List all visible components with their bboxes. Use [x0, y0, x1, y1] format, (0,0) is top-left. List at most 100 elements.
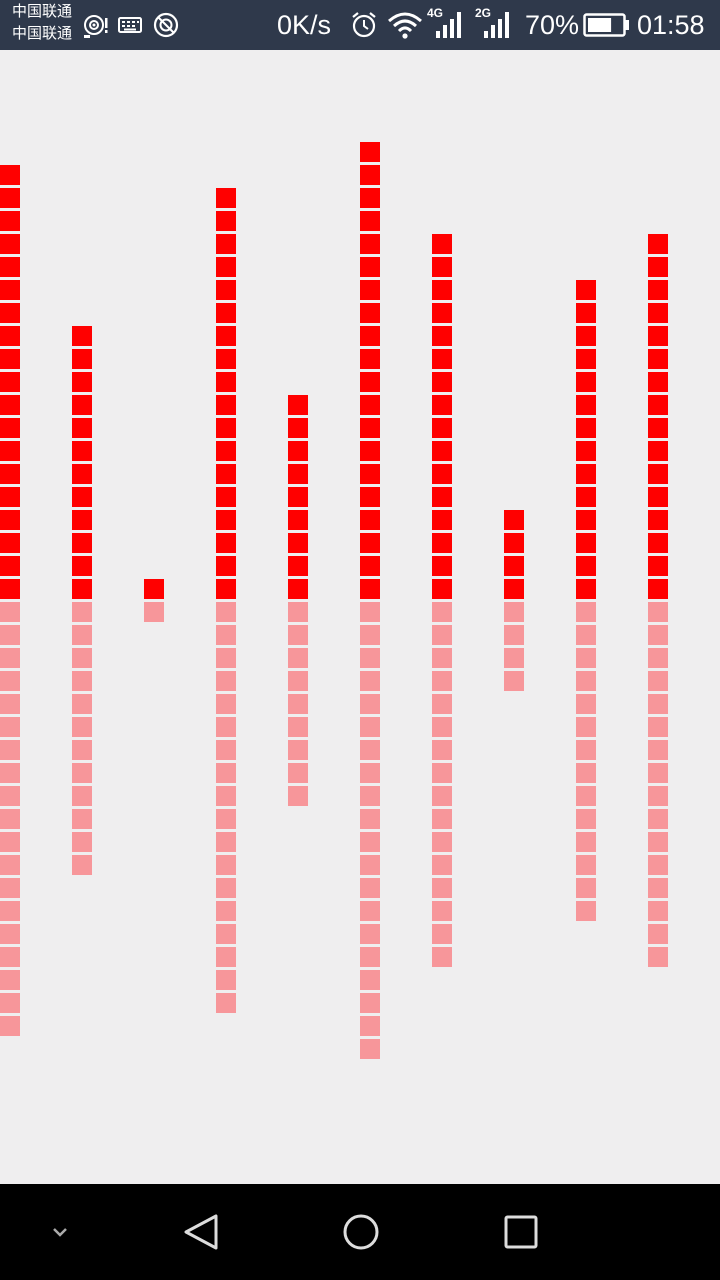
bar-block-upper	[504, 556, 524, 576]
bar-block-lower	[432, 878, 452, 898]
bar-block-lower	[72, 648, 92, 668]
bar-block-upper	[72, 464, 92, 484]
bar-block-lower	[576, 878, 596, 898]
bar-block-lower	[0, 993, 20, 1013]
bar-block-lower	[360, 786, 380, 806]
bar-block-lower	[360, 717, 380, 737]
bar-block-upper	[0, 234, 20, 254]
back-button[interactable]	[173, 1204, 229, 1260]
bar-block-lower	[0, 901, 20, 921]
bar-block-lower	[288, 648, 308, 668]
bar-block-upper	[216, 579, 236, 599]
bar-block-lower	[72, 809, 92, 829]
recents-button[interactable]	[493, 1204, 549, 1260]
bar-block-lower	[504, 625, 524, 645]
bar-block-lower	[0, 970, 20, 990]
bar-block-lower	[360, 1016, 380, 1036]
bar-block-upper	[648, 257, 668, 277]
bar-block-upper	[576, 533, 596, 553]
bar-block-upper	[0, 510, 20, 530]
bar-block-lower	[360, 832, 380, 852]
collapse-button[interactable]	[32, 1204, 88, 1260]
bar-block-lower	[0, 625, 20, 645]
bar-block-upper	[504, 533, 524, 553]
bar-block-upper	[72, 418, 92, 438]
bar-block-upper	[432, 487, 452, 507]
bar-block-upper	[0, 372, 20, 392]
bar-block-upper	[432, 556, 452, 576]
sync-icon	[152, 9, 180, 46]
bar-block-upper	[288, 533, 308, 553]
bar-block-lower	[648, 878, 668, 898]
bar-block-upper	[648, 349, 668, 369]
bar-block-lower	[360, 625, 380, 645]
spectrum-bar	[360, 142, 380, 1059]
bar-block-upper	[360, 556, 380, 576]
bar-block-lower	[360, 993, 380, 1013]
bar-block-lower	[288, 671, 308, 691]
network-type-1: 4G	[427, 6, 444, 20]
bar-block-lower	[72, 832, 92, 852]
bar-block-upper	[648, 418, 668, 438]
bar-block-upper	[72, 395, 92, 415]
bar-block-upper	[504, 510, 524, 530]
bar-block-upper	[360, 395, 380, 415]
bar-block-upper	[360, 510, 380, 530]
bar-block-upper	[288, 556, 308, 576]
bar-block-lower	[576, 694, 596, 714]
bar-block-lower	[576, 717, 596, 737]
bar-block-upper	[0, 395, 20, 415]
bar-block-lower	[360, 901, 380, 921]
bar-block-upper	[0, 280, 20, 300]
bar-block-upper	[432, 510, 452, 530]
bar-block-lower	[72, 786, 92, 806]
bar-block-upper	[648, 487, 668, 507]
bar-block-lower	[648, 717, 668, 737]
network-type-2: 2G	[475, 6, 492, 20]
bar-block-upper	[576, 372, 596, 392]
bar-block-upper	[432, 395, 452, 415]
bar-block-upper	[360, 234, 380, 254]
bar-block-lower	[216, 832, 236, 852]
bar-block-lower	[360, 947, 380, 967]
bar-block-lower	[432, 786, 452, 806]
bar-block-upper	[0, 579, 20, 599]
bar-block-upper	[576, 441, 596, 461]
bar-block-upper	[216, 211, 236, 231]
bar-block-lower	[432, 740, 452, 760]
bar-block-lower	[360, 740, 380, 760]
bar-block-upper	[216, 533, 236, 553]
bar-block-upper	[648, 280, 668, 300]
bar-block-upper	[360, 464, 380, 484]
bar-block-lower	[72, 740, 92, 760]
bar-block-upper	[360, 418, 380, 438]
bar-block-upper	[288, 418, 308, 438]
bar-block-lower	[0, 602, 20, 622]
bar-block-lower	[648, 901, 668, 921]
bar-block-lower	[576, 809, 596, 829]
bar-block-lower	[576, 832, 596, 852]
bar-block-lower	[216, 763, 236, 783]
bar-block-lower	[576, 786, 596, 806]
bar-block-lower	[360, 924, 380, 944]
bar-block-lower	[216, 970, 236, 990]
bar-block-upper	[72, 349, 92, 369]
bar-block-upper	[432, 441, 452, 461]
bar-block-lower	[648, 671, 668, 691]
bar-block-upper	[72, 372, 92, 392]
bar-block-lower	[648, 786, 668, 806]
bar-block-lower	[144, 602, 164, 622]
bar-block-upper	[216, 280, 236, 300]
bar-block-lower	[360, 878, 380, 898]
bar-block-lower	[0, 694, 20, 714]
bar-block-upper	[432, 349, 452, 369]
bar-block-upper	[648, 395, 668, 415]
bar-block-upper	[648, 441, 668, 461]
home-button[interactable]	[333, 1204, 389, 1260]
bar-block-upper	[288, 441, 308, 461]
bar-block-upper	[360, 579, 380, 599]
bar-block-upper	[360, 165, 380, 185]
bar-block-upper	[432, 280, 452, 300]
bar-block-upper	[288, 464, 308, 484]
bar-block-upper	[432, 234, 452, 254]
